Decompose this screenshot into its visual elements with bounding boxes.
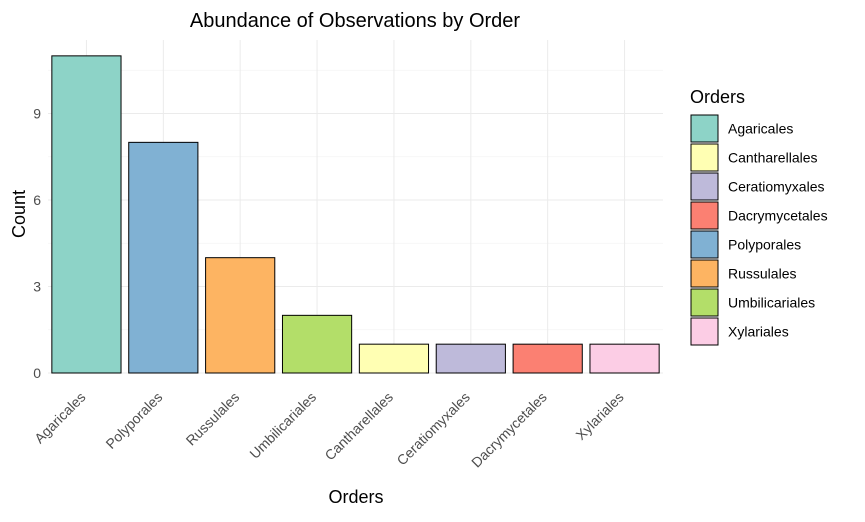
y-tick-label: 3 (33, 279, 41, 295)
x-tick-label: Polyporales (102, 389, 165, 452)
x-tick-label: Cantharellales (321, 389, 396, 464)
legend-key-umbilicariales (690, 288, 719, 317)
y-axis: 0 3 6 9 (33, 106, 41, 381)
y-axis-title: Count (9, 190, 29, 238)
bar-polyporales (128, 141, 199, 374)
legend-label: Russulales (728, 266, 796, 282)
bar-cantharellales (358, 343, 430, 374)
x-tick-label: Agaricales (31, 389, 89, 447)
legend-key-ceratiomyxales (690, 172, 719, 201)
y-tick-label: 0 (33, 365, 41, 381)
chart-title: Abundance of Observations by Order (190, 10, 521, 32)
bar-xylariales (589, 343, 660, 374)
bar-ceratiomyxales (435, 343, 506, 374)
legend-label: Dacrymycetales (728, 208, 828, 224)
x-axis: Agaricales Polyporales Russulales Umbilicar… (31, 389, 627, 471)
x-tick-label: Xylariales (572, 389, 626, 443)
legend-key-cantharellales (690, 143, 719, 172)
legend: Orders Agaricales Cantharellales Ceratiomy… (690, 87, 828, 346)
x-tick-label: Umbilicariales (246, 389, 319, 462)
bar-russulales (205, 257, 276, 374)
legend-key-dacrymycetales (690, 201, 719, 230)
legend-label: Ceratiomyxales (728, 179, 824, 195)
y-tick-label: 9 (33, 106, 41, 122)
y-tick-label: 6 (33, 192, 41, 208)
bar-agaricales (51, 55, 122, 374)
legend-title: Orders (690, 87, 745, 107)
legend-label: Xylariales (728, 324, 789, 340)
legend-key-agaricales (690, 114, 719, 143)
x-axis-title: Orders (328, 487, 383, 507)
legend-label: Polyporales (728, 237, 801, 253)
x-tick-label: Russulales (183, 389, 243, 449)
legend-key-polyporales (690, 230, 719, 259)
legend-key-russulales (690, 259, 719, 288)
x-tick-label: Ceratiomyxales (393, 389, 473, 469)
legend-label: Agaricales (728, 121, 793, 137)
x-tick-label: Dacrymycetales (468, 389, 550, 471)
bars (51, 55, 660, 374)
bar-dacrymycetales (512, 343, 583, 374)
legend-key-xylariales (690, 317, 719, 346)
legend-label: Umbilicariales (728, 295, 815, 311)
bar-umbilicariales (281, 314, 353, 374)
legend-label: Cantharellales (728, 150, 818, 166)
